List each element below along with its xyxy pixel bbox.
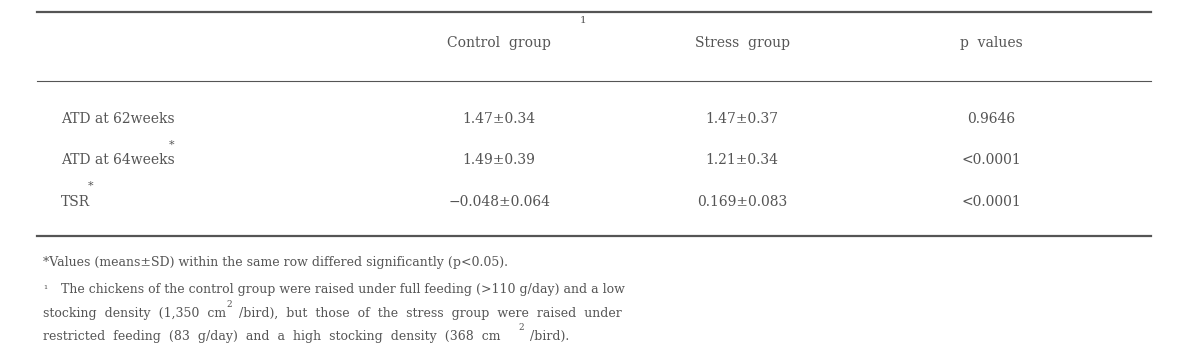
Text: 1.47±0.34: 1.47±0.34 <box>462 112 536 126</box>
Text: stocking  density  (1,350  cm: stocking density (1,350 cm <box>43 307 226 320</box>
Text: 1: 1 <box>580 16 587 25</box>
Text: restricted  feeding  (83  g/day)  and  a  high  stocking  density  (368  cm: restricted feeding (83 g/day) and a high… <box>43 331 500 343</box>
Text: p  values: p values <box>960 36 1023 50</box>
Text: The chickens of the control group were raised under full feeding (>110 g/day) an: The chickens of the control group were r… <box>61 283 625 296</box>
Text: Stress  group: Stress group <box>695 36 790 50</box>
Text: 1.49±0.39: 1.49±0.39 <box>463 153 536 167</box>
Text: <0.0001: <0.0001 <box>961 153 1020 167</box>
Text: /bird),  but  those  of  the  stress  group  were  raised  under: /bird), but those of the stress group we… <box>239 307 621 320</box>
Text: ¹: ¹ <box>43 285 48 294</box>
Text: 2: 2 <box>227 300 233 309</box>
Text: 2: 2 <box>518 323 524 332</box>
Text: 0.169±0.083: 0.169±0.083 <box>697 195 788 208</box>
Text: ATD at 64weeks: ATD at 64weeks <box>61 153 175 167</box>
Text: *: * <box>169 140 173 150</box>
Text: 0.9646: 0.9646 <box>967 112 1015 126</box>
Text: 1.47±0.37: 1.47±0.37 <box>706 112 778 126</box>
Text: <0.0001: <0.0001 <box>961 195 1020 208</box>
Text: ATD at 62weeks: ATD at 62weeks <box>61 112 175 126</box>
Text: 1.21±0.34: 1.21±0.34 <box>706 153 778 167</box>
Text: −0.048±0.064: −0.048±0.064 <box>448 195 550 208</box>
Text: Control  group: Control group <box>447 36 551 50</box>
Text: *Values (means±SD) within the same row differed significantly (p<0.05).: *Values (means±SD) within the same row d… <box>43 255 508 269</box>
Text: TSR: TSR <box>61 195 90 208</box>
Text: *: * <box>88 181 93 191</box>
Text: /bird).: /bird). <box>530 331 569 343</box>
